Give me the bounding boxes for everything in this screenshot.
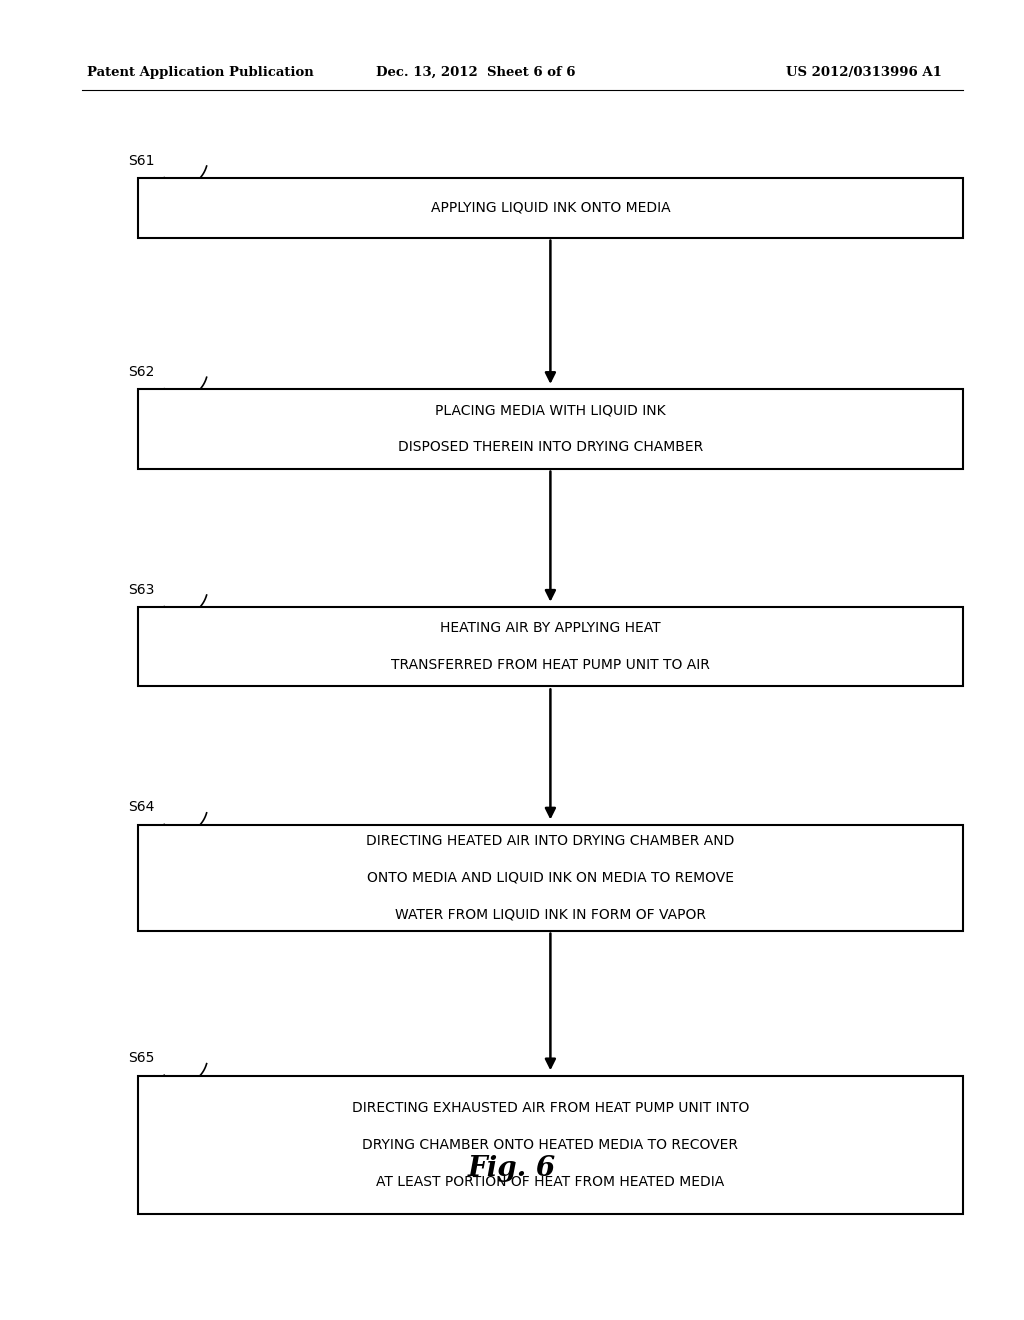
Text: Fig. 6: Fig. 6 bbox=[468, 1155, 556, 1181]
Text: PLACING MEDIA WITH LIQUID INK: PLACING MEDIA WITH LIQUID INK bbox=[435, 404, 666, 417]
Text: DIRECTING EXHAUSTED AIR FROM HEAT PUMP UNIT INTO: DIRECTING EXHAUSTED AIR FROM HEAT PUMP U… bbox=[351, 1101, 750, 1115]
FancyBboxPatch shape bbox=[138, 178, 963, 238]
Text: APPLYING LIQUID INK ONTO MEDIA: APPLYING LIQUID INK ONTO MEDIA bbox=[430, 201, 671, 215]
Text: S61: S61 bbox=[128, 153, 155, 168]
Text: TRANSFERRED FROM HEAT PUMP UNIT TO AIR: TRANSFERRED FROM HEAT PUMP UNIT TO AIR bbox=[391, 659, 710, 672]
FancyBboxPatch shape bbox=[138, 825, 963, 931]
Text: S63: S63 bbox=[128, 582, 155, 597]
Text: DIRECTING HEATED AIR INTO DRYING CHAMBER AND: DIRECTING HEATED AIR INTO DRYING CHAMBER… bbox=[367, 834, 734, 847]
Text: DISPOSED THEREIN INTO DRYING CHAMBER: DISPOSED THEREIN INTO DRYING CHAMBER bbox=[397, 441, 703, 454]
Text: WATER FROM LIQUID INK IN FORM OF VAPOR: WATER FROM LIQUID INK IN FORM OF VAPOR bbox=[395, 908, 706, 921]
Text: Patent Application Publication: Patent Application Publication bbox=[87, 66, 313, 79]
Text: S64: S64 bbox=[128, 800, 155, 814]
Text: ONTO MEDIA AND LIQUID INK ON MEDIA TO REMOVE: ONTO MEDIA AND LIQUID INK ON MEDIA TO RE… bbox=[367, 871, 734, 884]
FancyBboxPatch shape bbox=[138, 389, 963, 469]
Text: US 2012/0313996 A1: US 2012/0313996 A1 bbox=[786, 66, 942, 79]
FancyBboxPatch shape bbox=[138, 607, 963, 686]
Text: DRYING CHAMBER ONTO HEATED MEDIA TO RECOVER: DRYING CHAMBER ONTO HEATED MEDIA TO RECO… bbox=[362, 1138, 738, 1152]
Text: S62: S62 bbox=[128, 364, 155, 379]
FancyBboxPatch shape bbox=[138, 1076, 963, 1214]
Text: S65: S65 bbox=[128, 1051, 155, 1065]
Text: AT LEAST PORTION OF HEAT FROM HEATED MEDIA: AT LEAST PORTION OF HEAT FROM HEATED MED… bbox=[376, 1175, 725, 1189]
Text: Dec. 13, 2012  Sheet 6 of 6: Dec. 13, 2012 Sheet 6 of 6 bbox=[377, 66, 575, 79]
Text: HEATING AIR BY APPLYING HEAT: HEATING AIR BY APPLYING HEAT bbox=[440, 622, 660, 635]
